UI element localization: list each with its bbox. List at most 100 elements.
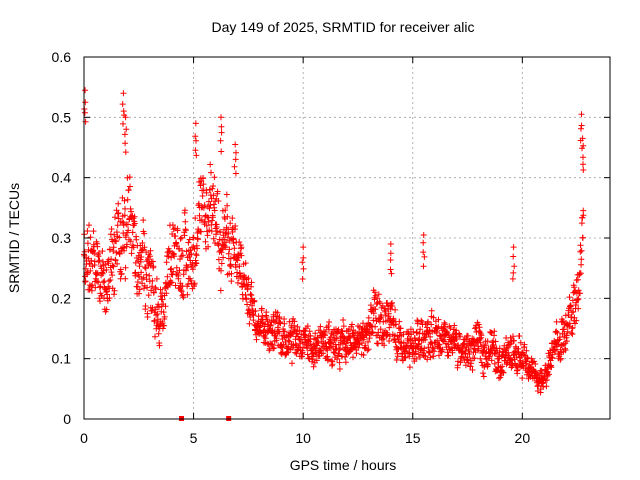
data-point [138, 254, 145, 260]
data-point [164, 273, 171, 280]
data-point [89, 282, 96, 289]
data-point [456, 330, 462, 337]
data-point [377, 326, 384, 333]
data-point [81, 109, 88, 116]
data-point [246, 320, 253, 327]
data-point [127, 238, 134, 245]
data-point [480, 370, 486, 377]
data-point [244, 301, 251, 308]
data-point [505, 349, 512, 356]
data-point [204, 232, 211, 239]
data-point [111, 231, 118, 238]
data-point [323, 343, 330, 350]
data-point [573, 317, 580, 324]
data-point [109, 272, 116, 279]
data-point [274, 324, 281, 331]
data-point [380, 336, 387, 342]
data-point [131, 213, 138, 220]
data-point [174, 227, 181, 234]
data-point [224, 202, 231, 209]
data-point [365, 338, 371, 345]
data-point [548, 354, 555, 361]
data-point [310, 353, 317, 360]
data-point [238, 252, 245, 259]
data-point [128, 208, 135, 215]
data-point [490, 344, 497, 351]
data-point [274, 309, 281, 316]
data-point [236, 263, 243, 270]
data-point [232, 264, 239, 271]
data-point [165, 248, 172, 255]
data-point [126, 174, 133, 181]
data-point [333, 335, 340, 342]
data-point [360, 320, 366, 327]
data-point [485, 361, 491, 368]
data-point [141, 230, 148, 237]
data-point [228, 263, 234, 270]
data-point [299, 349, 306, 356]
data-point [154, 311, 161, 317]
data-point [113, 249, 120, 256]
data-point [143, 276, 150, 283]
data-point [389, 303, 396, 309]
data-point [281, 328, 288, 335]
data-point [162, 303, 169, 310]
data-point [271, 345, 278, 351]
data-point [210, 183, 217, 189]
data-point [566, 294, 573, 301]
data-point [334, 356, 340, 363]
data-point [417, 326, 424, 333]
data-point [171, 253, 178, 260]
data-point [447, 325, 454, 331]
data-point [478, 359, 485, 366]
data-point [580, 161, 586, 168]
data-point [420, 232, 427, 238]
data-point [569, 331, 576, 338]
data-point [173, 264, 180, 271]
data-point [368, 330, 375, 337]
data-point [110, 244, 117, 251]
data-point [415, 341, 422, 348]
data-point [425, 330, 432, 337]
data-point [186, 236, 193, 243]
data-point [245, 275, 252, 282]
data-point [325, 356, 332, 363]
data-point [297, 340, 304, 347]
data-point [580, 154, 586, 161]
data-point [228, 270, 235, 277]
data-point [425, 318, 431, 325]
data-point [153, 312, 160, 319]
data-point [121, 197, 128, 204]
data-point [151, 317, 158, 324]
data-point [122, 114, 129, 121]
data-point [120, 120, 126, 127]
data-point [202, 238, 209, 245]
data-point [262, 335, 269, 342]
data-point [434, 337, 441, 344]
data-point [336, 359, 343, 366]
data-point [192, 120, 199, 127]
data-point [507, 341, 514, 347]
data-point [421, 253, 428, 260]
data-point [144, 284, 151, 291]
data-point [206, 227, 213, 234]
data-point [103, 306, 110, 313]
data-point [510, 244, 517, 251]
data-point [160, 309, 167, 316]
data-point [413, 355, 420, 362]
data-point [84, 228, 91, 234]
data-point [142, 264, 148, 271]
data-point [392, 321, 399, 328]
data-point [191, 280, 198, 287]
data-point [121, 212, 128, 219]
data-point [578, 111, 585, 118]
data-point [217, 137, 224, 144]
data-point [87, 267, 94, 274]
data-point [574, 276, 581, 283]
data-point [233, 149, 239, 156]
data-point [209, 185, 216, 192]
data-point [142, 303, 149, 309]
data-point [317, 323, 324, 330]
data-point [230, 240, 237, 246]
data-point [436, 352, 442, 359]
